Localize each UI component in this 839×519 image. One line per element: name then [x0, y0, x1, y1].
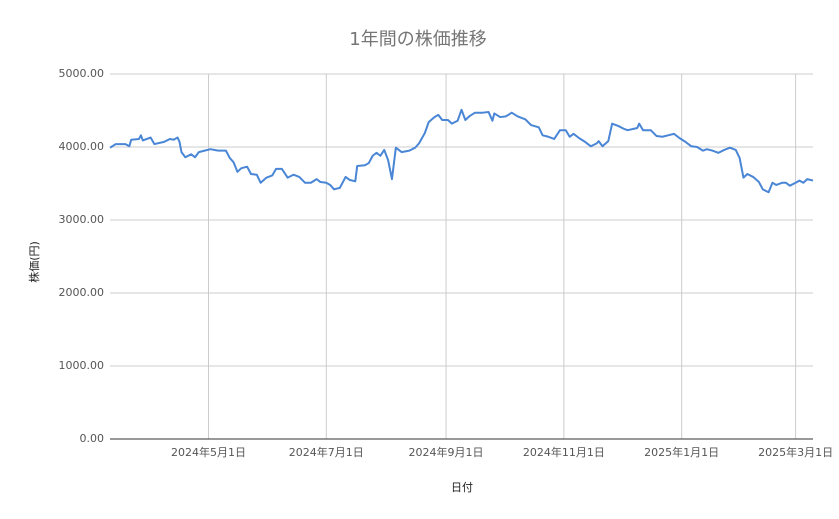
y-tick-label: 3000.00	[59, 213, 105, 226]
x-tick-label: 2024年7月1日	[289, 445, 364, 459]
x-tick-label: 2024年5月1日	[171, 445, 246, 459]
y-tick-label: 0.00	[80, 432, 105, 445]
x-tick-label: 2025年3月1日	[758, 445, 833, 459]
x-axis-title: 日付	[451, 481, 473, 494]
y-tick-label: 2000.00	[59, 286, 105, 299]
x-tick-label: 2024年11月1日	[523, 445, 605, 459]
data-line	[109, 108, 814, 194]
x-tick-label: 2024年9月1日	[409, 445, 484, 459]
y-tick-label: 4000.00	[59, 140, 105, 153]
y-tick-label: 5000.00	[59, 67, 105, 80]
chart-title: 1年間の株価推移	[349, 29, 486, 50]
y-tick-label: 1000.00	[59, 359, 105, 372]
x-tick-label: 2025年1月1日	[644, 445, 719, 459]
y-axis-title: 株価(円)	[27, 241, 41, 283]
